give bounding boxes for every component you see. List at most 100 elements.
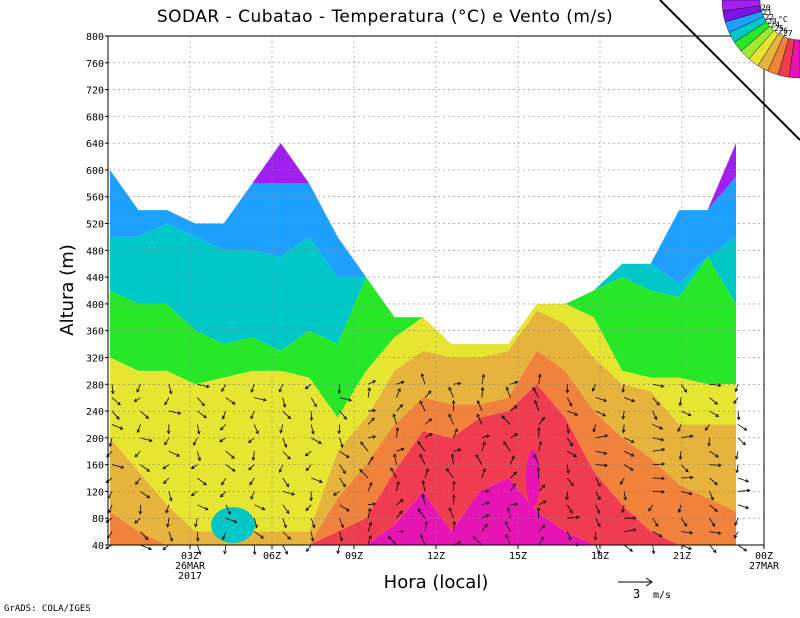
wind-reference-vector: 3 m/s [618,577,671,601]
wind-arrowhead [340,444,344,448]
wind-arrowhead [512,483,516,487]
wind-arrow [481,523,488,532]
wind-arrowhead [254,524,258,529]
wind-arrowhead [169,537,173,542]
wind-arrowhead [203,481,207,486]
wind-arrowhead [309,497,313,502]
wind-arrowhead [348,398,353,402]
wind-arrow [282,504,290,514]
wind-arrow [140,531,149,540]
wind-arrowhead [688,491,693,496]
wind-arrowhead [574,412,579,416]
wind-arrow [306,544,312,552]
y-tick-label: 440 [86,273,104,284]
wind-arrowhead [710,496,714,501]
wind-arrowhead [653,416,658,421]
wind-arrow [134,397,141,402]
wind-arrowhead [570,482,574,487]
wind-arrowhead [541,524,546,529]
wind-arrowhead [135,481,139,485]
x-tick-label: 09Z [345,551,363,562]
wind-arrow [333,491,340,496]
wind-arrowhead [372,408,377,413]
wind-arrowhead [576,515,580,520]
wind-arrowhead [718,463,722,467]
wind-arrowhead [621,415,626,420]
wind-arrow [566,504,573,514]
wind-arrow [538,484,545,492]
wind-arrow [250,384,255,393]
wind-arrow [140,544,152,550]
y-tick-label: 200 [86,434,104,445]
grads-credit: GrADS: COLA/IGES [4,604,91,614]
wind-arrowhead [193,442,197,446]
wind-arrowhead [685,468,689,473]
temperature-band-6 [110,310,736,545]
y-tick-label: 760 [86,59,104,70]
temperature-band-4 [110,257,736,418]
wind-arrow [368,436,376,439]
wind-arrow [679,451,682,460]
wind-arrow [305,383,312,390]
colorbar-segment [721,0,761,12]
wind-arrowhead [368,534,372,539]
wind-arrow [624,529,637,532]
wind-arrow [339,450,350,458]
wind-arrow [339,397,352,401]
wind-arrowhead [164,401,168,406]
wind-arrowhead [540,536,544,540]
wind-arrow [197,383,210,388]
wind-arrowhead [248,466,252,471]
wind-arrow [167,518,170,527]
wind-arrowhead [196,430,201,435]
y-tick-label: 320 [86,353,104,364]
wind-arrow [359,469,369,479]
x-tick-label: 2017 [178,571,202,582]
wind-arrowhead [475,454,479,458]
wind-arrow [481,374,485,385]
wind-arrowhead [255,430,259,435]
wind-arrow [680,517,688,527]
wind-arrow [451,454,454,465]
wind-arrow [111,410,120,420]
wind-arrowhead [687,412,692,417]
wind-arrow [221,477,227,486]
y-tick-label: 240 [86,407,104,418]
wind-arrow [225,517,237,523]
wind-arrowhead [596,550,601,555]
wind-arrow [225,464,236,472]
wind-arrow [367,417,375,425]
wind-arrow [448,387,454,398]
wind-arrow [311,477,323,483]
temperature-band-3 [110,223,736,351]
wind-arrow [168,384,172,394]
wind-arrowhead [285,510,290,514]
wind-arrow [453,521,455,532]
wind-arrow [163,477,170,484]
wind-arrowhead [421,493,426,498]
wind-arrowhead [568,537,572,541]
wind-arrow [134,450,141,457]
wind-arrowhead [304,385,309,390]
wind-arrowhead [715,454,719,458]
wind-arrow [310,424,314,434]
wind-arrow [222,410,227,419]
y-tick-label: 120 [86,487,104,498]
wind-arrowhead [735,455,739,460]
wind-arrow [481,441,486,452]
wind-arrowhead [340,524,344,529]
wind-arrow [254,531,264,539]
wind-arrowhead [194,523,198,528]
wind-arrow [506,387,511,398]
wind-arrow [164,437,170,445]
wind-arrowhead [108,443,113,448]
wind-reference-value: 3 [633,587,640,601]
wind-arrowhead [345,454,350,458]
wind-arrowhead [251,457,256,461]
temperature-band-9 [110,478,736,545]
wind-arrow [279,384,284,393]
wind-arrow [595,435,608,439]
wind-arrow [424,433,433,439]
wind-arrowhead [203,414,207,419]
wind-arrowhead [472,536,477,540]
